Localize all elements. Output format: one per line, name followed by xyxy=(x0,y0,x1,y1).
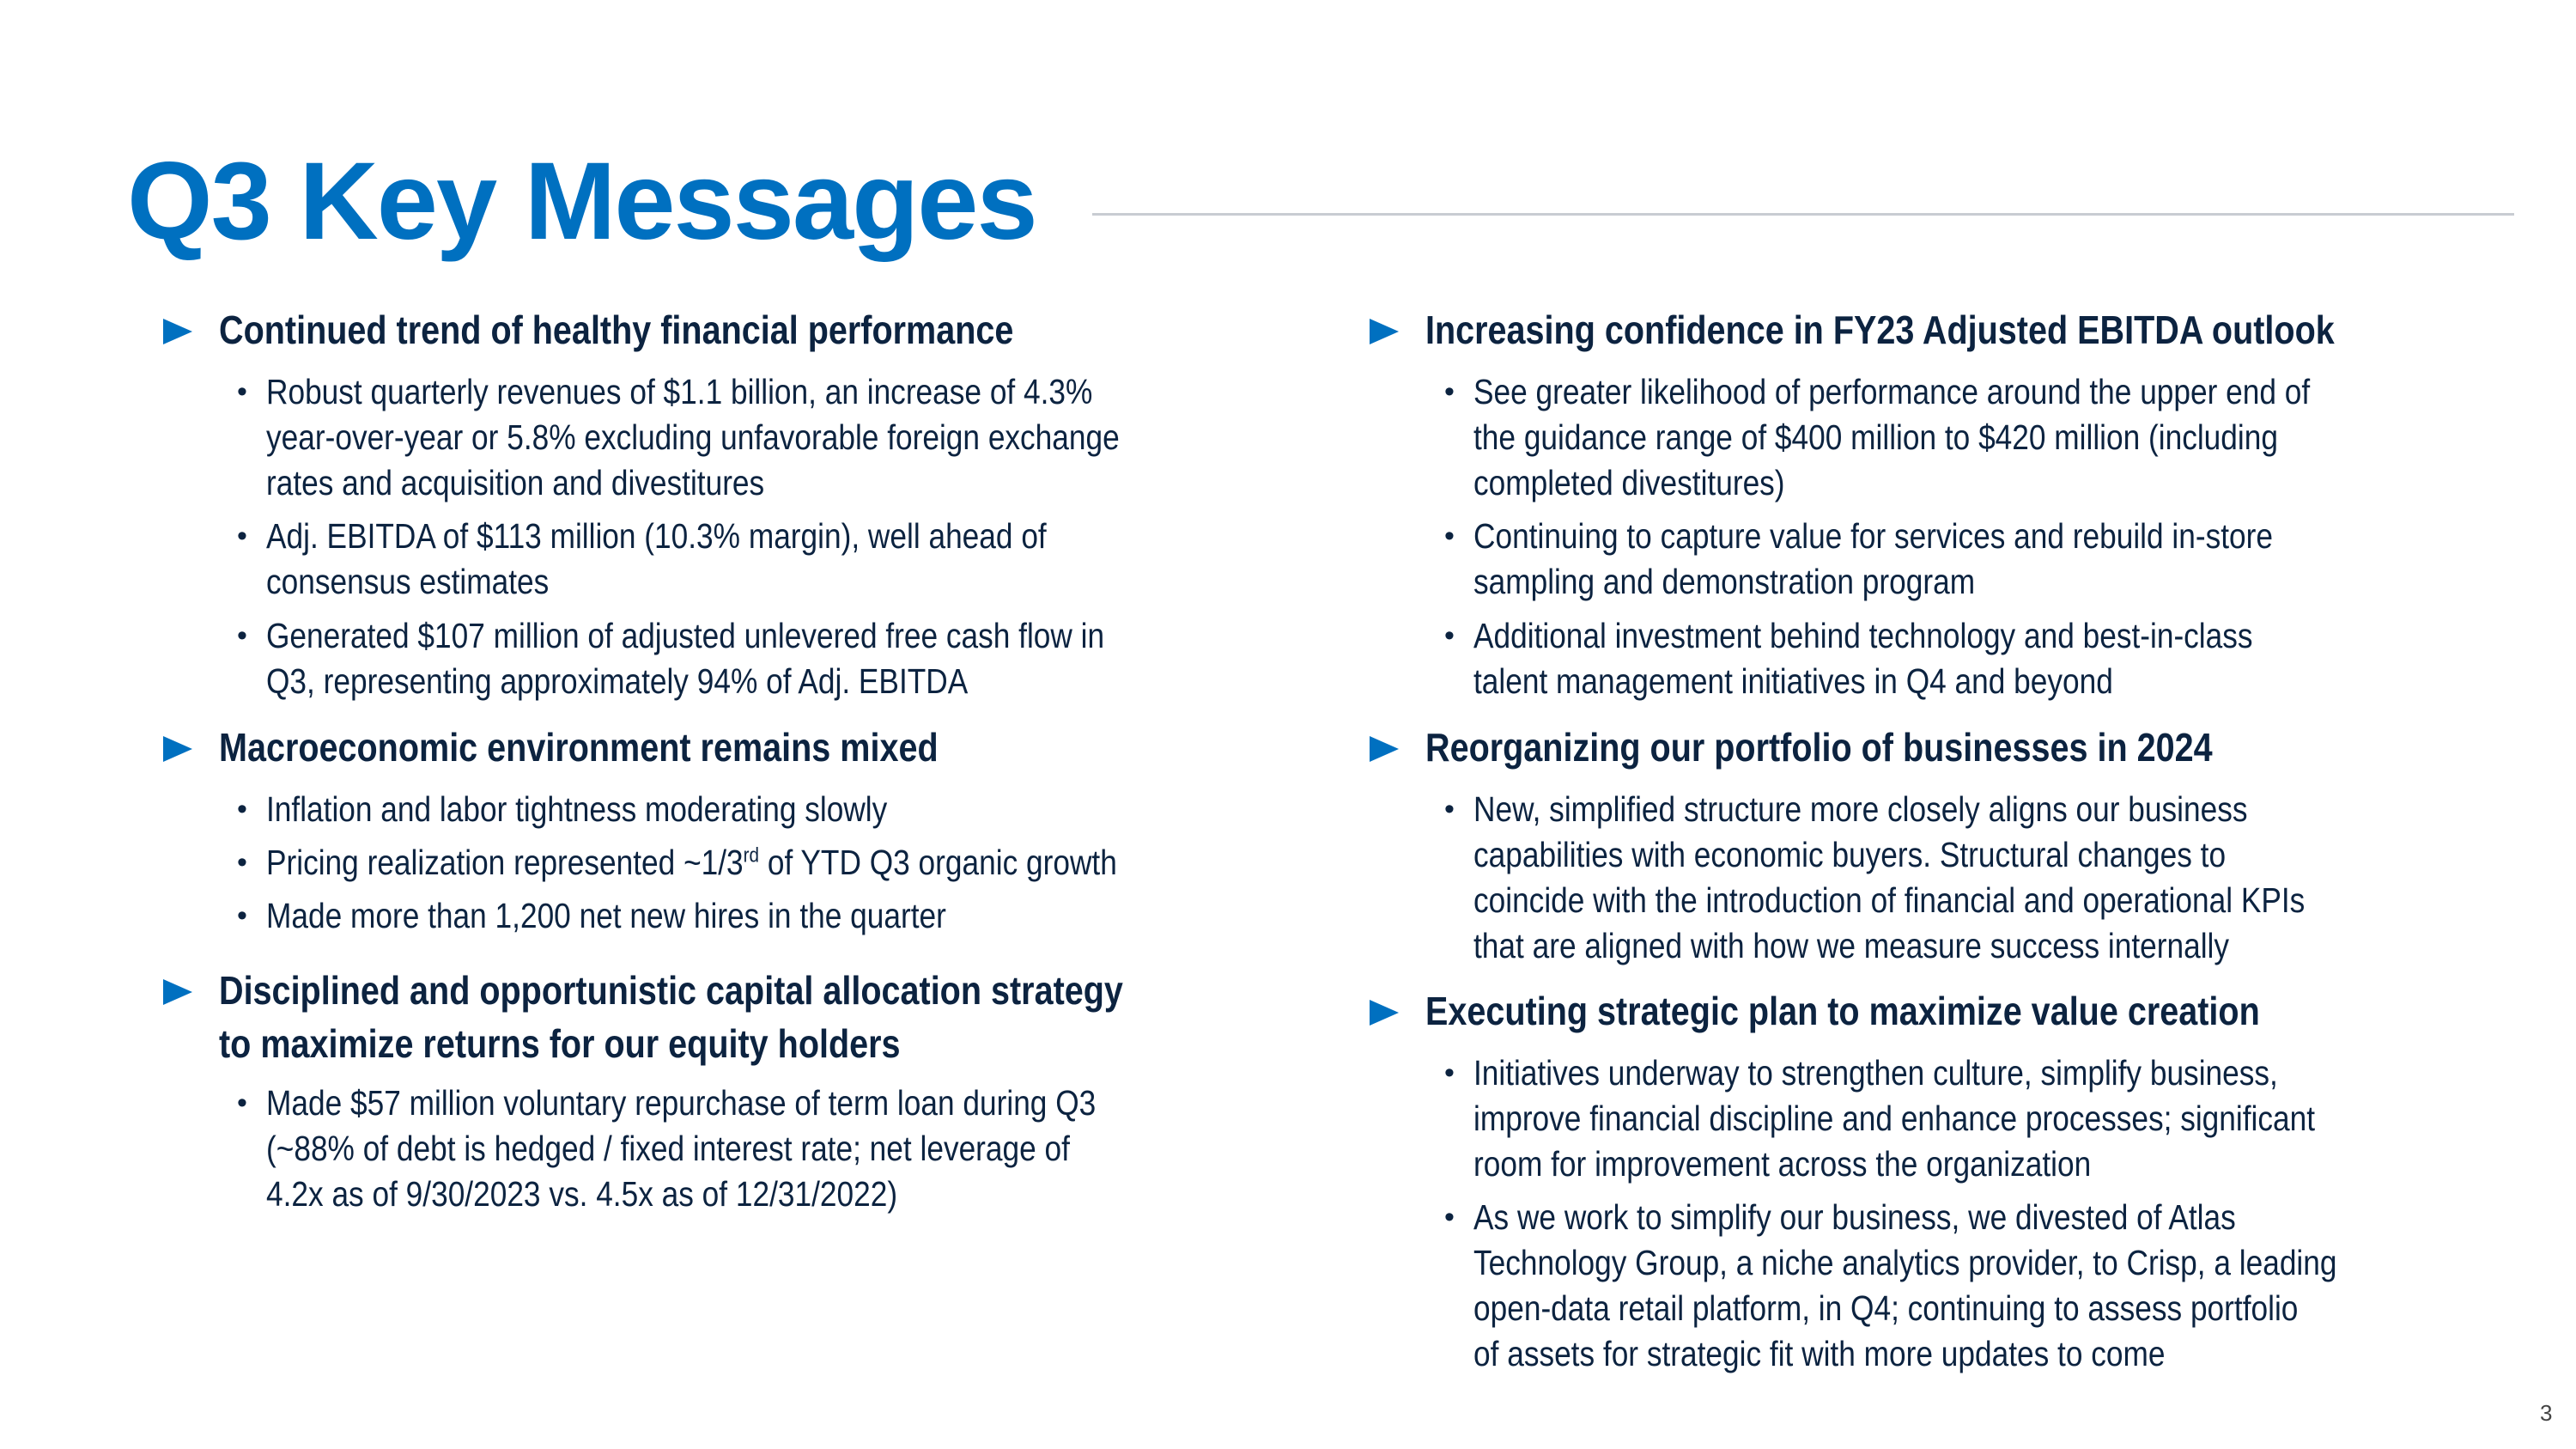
bullet-dot-icon: • xyxy=(237,520,247,552)
heading-line: to maximize returns for our equity holde… xyxy=(219,1021,901,1066)
bullet-dot-icon: • xyxy=(1444,619,1455,652)
bullet-dot-icon: • xyxy=(1444,1201,1455,1233)
section-heading: Reorganizing our portfolio of businesses… xyxy=(1370,721,2341,774)
bullet-item: • Made more than 1,200 net new hires in t… xyxy=(237,893,1057,939)
bullet-line: open-data retail platform, in Q4; contin… xyxy=(1473,1288,2299,1328)
section-heading: Continued trend of healthy financial per… xyxy=(163,303,1143,356)
bullet-dot-icon: • xyxy=(237,619,247,652)
bullet-line: Initiatives underway to strengthen cultu… xyxy=(1473,1053,2278,1093)
bullet-line: year-over-year or 5.8% excluding unfavor… xyxy=(266,417,1120,457)
bullet-dot-icon: • xyxy=(1444,375,1455,408)
bullet-item: • Generated $107 million of adjusted unle… xyxy=(237,613,1241,704)
bullet-line: rates and acquisition and divestitures xyxy=(266,463,765,502)
bullet-line: Pricing realization represented ~1/3rd o… xyxy=(266,840,1117,886)
bullet-dot-icon: • xyxy=(1444,793,1455,825)
bullet-item: • Robust quarterly revenues of $1.1 billi… xyxy=(237,369,1259,506)
page-number: 3 xyxy=(2540,1400,2553,1426)
bullet-dot-icon: • xyxy=(237,793,247,825)
title-divider xyxy=(1092,213,2514,216)
bullet-line: consensus estimates xyxy=(266,562,550,601)
bullet-line: (~88% of debt is hedged / fixed interest… xyxy=(266,1129,1070,1168)
bullet-line: See greater likelihood of performance ar… xyxy=(1473,372,2311,411)
bullet-dot-icon: • xyxy=(237,899,247,932)
heading-line: Continued trend of healthy financial per… xyxy=(219,307,1014,352)
page-title: Q3 Key Messages xyxy=(127,140,1038,263)
bullet-line: that are aligned with how we measure suc… xyxy=(1473,926,2229,965)
bullet-item: • See greater likelihood of performance a… xyxy=(1444,369,2446,506)
triangle-bullet-icon xyxy=(1370,736,1399,762)
bullet-item: • Initiatives underway to strengthen cult… xyxy=(1444,1050,2452,1187)
bullet-line: Adj. EBITDA of $113 million (10.3% margi… xyxy=(266,516,1047,556)
text: Pricing realization represented ~1/3 xyxy=(266,843,744,882)
heading-line: Increasing confidence in FY23 Adjusted E… xyxy=(1425,307,2335,352)
bullet-line: the guidance range of $400 million to $4… xyxy=(1473,417,2278,457)
triangle-bullet-icon xyxy=(1370,319,1399,344)
bullet-dot-icon: • xyxy=(1444,520,1455,552)
bullet-line: Made $57 million voluntary repurchase of… xyxy=(266,1083,1097,1123)
triangle-bullet-icon xyxy=(163,319,192,344)
bullet-line: improve financial discipline and enhance… xyxy=(1473,1099,2316,1138)
bullet-item: • Additional investment behind technology… xyxy=(1444,613,2379,704)
bullet-line: talent management initiatives in Q4 and … xyxy=(1473,661,2113,701)
heading-line: Disciplined and opportunistic capital al… xyxy=(219,968,1123,1013)
heading-line: Executing strategic plan to maximize val… xyxy=(1425,989,2260,1033)
bullet-line: Technology Group, a niche analytics prov… xyxy=(1473,1243,2337,1282)
section-heading: Macroeconomic environment remains mixed xyxy=(163,721,1055,774)
bullet-line: Continuing to capture value for services… xyxy=(1473,516,2273,556)
bullet-line: sampling and demonstration program xyxy=(1473,562,1976,601)
bullet-dot-icon: • xyxy=(237,375,247,408)
text: of YTD Q3 organic growth xyxy=(759,843,1117,882)
bullet-line: New, simplified structure more closely a… xyxy=(1473,789,2248,829)
triangle-bullet-icon xyxy=(163,736,192,762)
bullet-dot-icon: • xyxy=(237,1087,247,1119)
heading-line: Macroeconomic environment remains mixed xyxy=(219,725,939,770)
section-heading: Disciplined and opportunistic capital al… xyxy=(163,964,1270,1070)
bullet-line: Inflation and labor tightness moderating… xyxy=(266,789,888,829)
section-heading: Increasing confidence in FY23 Adjusted E… xyxy=(1370,303,2482,356)
bullet-line: Additional investment behind technology … xyxy=(1473,616,2253,655)
triangle-bullet-icon xyxy=(1370,1000,1399,1026)
bullet-line: capabilities with economic buyers. Struc… xyxy=(1473,835,2227,874)
bullet-item: • Pricing realization represented ~1/3rd … xyxy=(237,840,1255,886)
superscript: rd xyxy=(743,843,760,868)
bullet-line: room for improvement across the organiza… xyxy=(1473,1144,2092,1184)
bullet-line: Made more than 1,200 net new hires in th… xyxy=(266,896,946,935)
section-heading: Executing strategic plan to maximize val… xyxy=(1370,984,2396,1038)
bullet-line: Q3, representing approximately 94% of Ad… xyxy=(266,661,969,701)
bullet-line: coincide with the introduction of financ… xyxy=(1473,880,2306,920)
triangle-bullet-icon xyxy=(163,979,192,1005)
bullet-dot-icon: • xyxy=(1444,1056,1455,1089)
bullet-line: As we work to simplify our business, we … xyxy=(1473,1197,2236,1237)
bullet-item: • Continuing to capture value for service… xyxy=(1444,514,2403,605)
bullet-item: • New, simplified structure more closely … xyxy=(1444,787,2440,969)
bullet-dot-icon: • xyxy=(237,846,247,879)
bullet-line: 4.2x as of 9/30/2023 vs. 4.5x as of 12/3… xyxy=(266,1174,898,1214)
bullet-item: • Adj. EBITDA of $113 million (10.3% marg… xyxy=(237,514,1174,605)
bullet-line: Generated $107 million of adjusted unlev… xyxy=(266,616,1105,655)
bullet-line: completed divestitures) xyxy=(1473,463,1785,502)
bullet-item: • Inflation and labor tightness moderatin… xyxy=(237,787,988,832)
heading-line: Reorganizing our portfolio of businesses… xyxy=(1425,725,2213,770)
bullet-line: Robust quarterly revenues of $1.1 billio… xyxy=(266,372,1093,411)
bullet-line: of assets for strategic fit with more up… xyxy=(1473,1334,2166,1373)
bullet-item: • As we work to simplify our business, we… xyxy=(1444,1195,2477,1377)
bullet-item: • Made $57 million voluntary repurchase o… xyxy=(237,1081,1231,1217)
